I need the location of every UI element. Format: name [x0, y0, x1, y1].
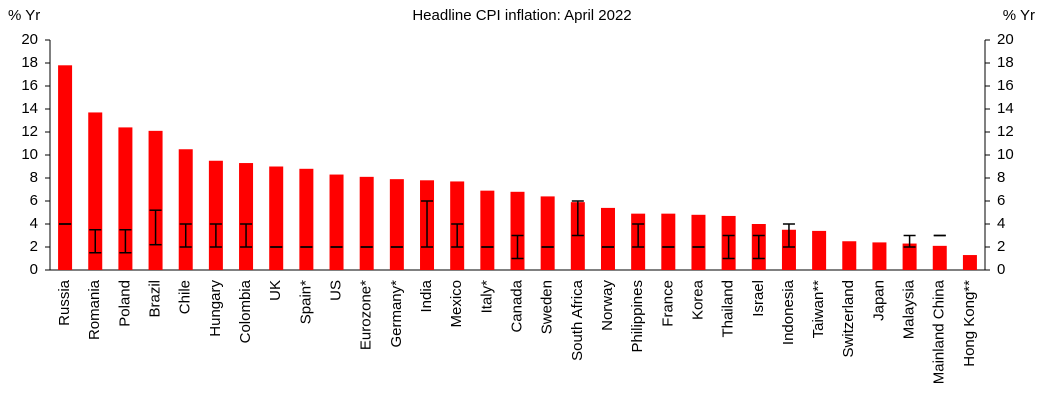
target-range [782, 223, 795, 248]
target-range [511, 234, 524, 260]
x-tick-label: Hong Kong** [961, 280, 978, 367]
target-range [119, 229, 132, 254]
x-tick-label: Japan [870, 280, 887, 321]
target-range [149, 209, 162, 246]
y2-tick-label: 6 [997, 192, 1005, 209]
x-tick-label: Russia [56, 279, 73, 326]
y-tick-label: 20 [21, 31, 38, 48]
x-tick-label: Germany* [388, 280, 405, 348]
bar [600, 207, 615, 270]
bar [118, 127, 133, 271]
x-tick-label: Taiwan** [810, 280, 827, 339]
bar [329, 174, 344, 270]
y2-axis-label: % Yr [1003, 7, 1035, 24]
y2-tick-label: 4 [997, 215, 1005, 232]
y-tick-label: 12 [21, 123, 38, 140]
bar [359, 176, 374, 270]
bar [148, 130, 163, 270]
x-tick-label: Sweden [539, 280, 556, 334]
target-range [421, 200, 434, 248]
x-tick-label: Romania [86, 279, 103, 340]
x-tick-label: South Africa [569, 279, 586, 361]
x-tick-label: Colombia [237, 279, 254, 343]
target-range [722, 234, 735, 260]
y2-tick-label: 10 [997, 146, 1014, 163]
y2-tick-label: 8 [997, 169, 1005, 186]
y2-tick-label: 12 [997, 123, 1014, 140]
bar [88, 112, 103, 270]
x-tick-label: Hungary [207, 280, 224, 337]
y-tick-label: 2 [30, 238, 38, 255]
x-tick-label: Mainland China [931, 279, 948, 384]
y-tick-label: 8 [30, 169, 38, 186]
bar [299, 168, 314, 270]
bar [178, 149, 193, 270]
bar [661, 213, 676, 270]
target-range [179, 223, 192, 248]
y2-tick-label: 2 [997, 238, 1005, 255]
x-tick-label: Italy* [478, 280, 495, 314]
x-tick-label: Switzerland [840, 280, 857, 358]
target-range [632, 223, 645, 248]
bar [932, 245, 947, 270]
y-tick-label: 14 [21, 100, 38, 117]
target-range [571, 200, 584, 237]
y-tick-label: 4 [30, 215, 38, 232]
bar [58, 65, 73, 270]
bar [691, 214, 706, 270]
bar [208, 160, 223, 270]
x-tick-label: Chile [177, 280, 194, 314]
x-tick-label: Philippines [629, 280, 646, 353]
x-tick-label: UK [267, 280, 284, 301]
bar [842, 241, 857, 270]
target-range [752, 234, 765, 260]
target-range [903, 234, 916, 248]
x-tick-label: Norway [599, 280, 616, 331]
y-tick-label: 0 [30, 261, 38, 278]
target-range [209, 223, 222, 248]
y2-tick-label: 16 [997, 77, 1014, 94]
y2-tick-label: 14 [997, 100, 1014, 117]
bar [480, 190, 495, 270]
bar [962, 255, 977, 270]
x-tick-label: Poland [116, 280, 133, 327]
x-tick-label: Korea [689, 279, 706, 320]
y-tick-label: 6 [30, 192, 38, 209]
target-range [240, 223, 253, 248]
y2-tick-label: 20 [997, 31, 1014, 48]
y-axis-label: % Yr [8, 7, 40, 24]
x-tick-label: Eurozone* [358, 280, 375, 350]
x-tick-label: US [328, 280, 345, 301]
bar [510, 191, 525, 270]
bar [872, 242, 887, 270]
bar [812, 230, 827, 270]
x-tick-label: France [659, 280, 676, 327]
target-range [451, 223, 464, 248]
x-tick-label: Spain* [297, 280, 314, 324]
y-tick-label: 18 [21, 54, 38, 71]
bar [239, 163, 254, 270]
bar [540, 196, 555, 270]
bar [902, 243, 917, 270]
x-tick-label: Canada [508, 279, 525, 332]
x-tick-label: Israel [750, 280, 767, 317]
x-tick-label: Indonesia [780, 279, 797, 345]
chart-title: Headline CPI inflation: April 2022 [412, 7, 631, 24]
x-tick-label: Thailand [720, 280, 737, 338]
y-tick-label: 10 [21, 146, 38, 163]
y-tick-label: 16 [21, 77, 38, 94]
x-tick-label: Malaysia [901, 279, 918, 339]
x-tick-label: India [418, 279, 435, 312]
bar [781, 229, 796, 270]
target-range [89, 229, 102, 254]
bar [269, 166, 284, 270]
y2-tick-label: 0 [997, 261, 1005, 278]
y2-tick-label: 18 [997, 54, 1014, 71]
x-tick-label: Brazil [147, 280, 164, 318]
bar [389, 179, 404, 270]
x-tick-label: Mexico [448, 280, 465, 328]
